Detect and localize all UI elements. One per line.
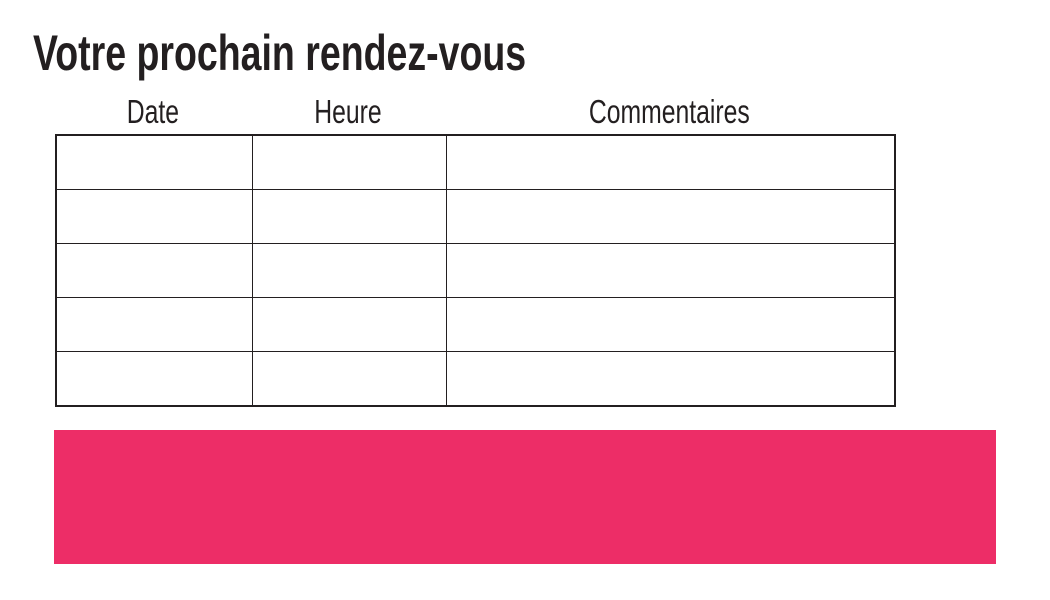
column-header-date-label: Date bbox=[126, 93, 180, 130]
table-cell-date bbox=[55, 134, 253, 190]
table-cell-heure bbox=[251, 134, 447, 190]
table-row bbox=[55, 297, 896, 353]
table-cell-commentaires bbox=[445, 188, 896, 244]
table-cell-heure bbox=[251, 188, 447, 244]
highlight-block bbox=[54, 430, 996, 564]
column-header-heure: Heure bbox=[251, 90, 445, 128]
table-row bbox=[55, 351, 896, 407]
table-cell-heure bbox=[251, 242, 447, 299]
table-cell-date bbox=[55, 188, 253, 244]
table-cell-date bbox=[55, 242, 253, 299]
column-header-heure-label: Heure bbox=[314, 93, 382, 130]
column-header-date: Date bbox=[55, 90, 251, 128]
table-cell-heure bbox=[251, 297, 447, 353]
appointments-table bbox=[55, 134, 896, 407]
table-cell-commentaires bbox=[445, 242, 896, 299]
table-row bbox=[55, 188, 896, 244]
table-cell-commentaires bbox=[445, 134, 896, 190]
table-row bbox=[55, 242, 896, 299]
table-cell-commentaires bbox=[445, 351, 896, 407]
table-cell-date bbox=[55, 297, 253, 353]
table-column-headers: Date Heure Commentaires bbox=[55, 90, 894, 128]
column-header-commentaires: Commentaires bbox=[445, 90, 894, 128]
table-row bbox=[55, 134, 896, 190]
page-title: Votre prochain rendez-vous bbox=[33, 25, 527, 81]
table-cell-commentaires bbox=[445, 297, 896, 353]
column-header-commentaires-label: Commentaires bbox=[589, 93, 750, 130]
table-cell-heure bbox=[251, 351, 447, 407]
table-cell-date bbox=[55, 351, 253, 407]
